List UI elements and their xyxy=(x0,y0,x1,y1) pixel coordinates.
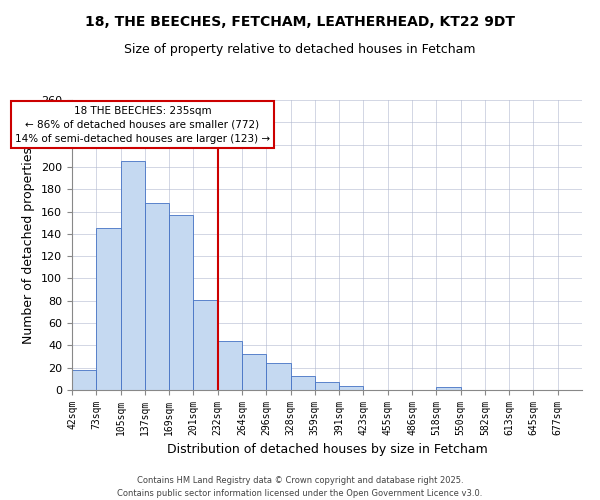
Bar xyxy=(72,370,96,390)
Text: Contains HM Land Registry data © Crown copyright and database right 2025.
Contai: Contains HM Land Registry data © Crown c… xyxy=(118,476,482,498)
Bar xyxy=(315,382,339,390)
Text: 18 THE BEECHES: 235sqm
← 86% of detached houses are smaller (772)
14% of semi-de: 18 THE BEECHES: 235sqm ← 86% of detached… xyxy=(15,106,270,144)
Bar xyxy=(339,386,364,390)
Text: Size of property relative to detached houses in Fetcham: Size of property relative to detached ho… xyxy=(124,42,476,56)
Bar xyxy=(436,386,461,390)
Text: 18, THE BEECHES, FETCHAM, LEATHERHEAD, KT22 9DT: 18, THE BEECHES, FETCHAM, LEATHERHEAD, K… xyxy=(85,15,515,29)
Bar xyxy=(145,202,169,390)
Y-axis label: Number of detached properties: Number of detached properties xyxy=(22,146,35,344)
Bar xyxy=(169,215,193,390)
Bar xyxy=(266,363,290,390)
Bar xyxy=(193,300,218,390)
Bar xyxy=(290,376,315,390)
Bar xyxy=(121,162,145,390)
Bar xyxy=(242,354,266,390)
Bar xyxy=(96,228,121,390)
Bar xyxy=(218,341,242,390)
X-axis label: Distribution of detached houses by size in Fetcham: Distribution of detached houses by size … xyxy=(167,444,487,456)
